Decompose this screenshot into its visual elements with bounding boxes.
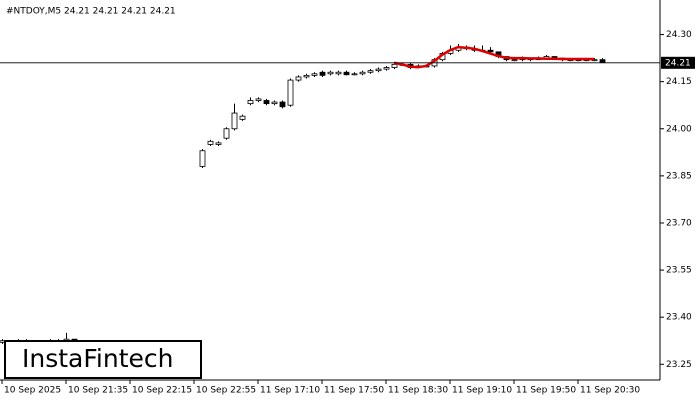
- candle-body: [287, 79, 294, 106]
- x-tick-label: 10 Sep 22:55: [196, 386, 256, 396]
- candle-body: [511, 59, 518, 62]
- y-tick-label: 24.00: [666, 124, 692, 134]
- x-tick-label: 11 Sep 18:30: [388, 386, 448, 396]
- candle-body: [271, 101, 278, 105]
- chart-title: #NTDOY,M5 24.21 24.21 24.21 24.21: [6, 7, 176, 17]
- candle-body: [343, 71, 350, 76]
- pattern-line: [393, 45, 594, 69]
- x-tick-label: 11 Sep 17:50: [324, 386, 384, 396]
- logo: InstaFintech: [22, 344, 174, 373]
- candle-body: [359, 71, 366, 75]
- candle-body: [239, 115, 246, 120]
- y-tick-label: 23.55: [666, 266, 692, 276]
- logo-box: [4, 340, 202, 379]
- candle-body: [303, 74, 310, 78]
- candle-body: [335, 71, 342, 75]
- x-tick-label: 11 Sep 19:10: [452, 386, 512, 396]
- candle-body: [247, 100, 254, 105]
- x-tick-label: 10 Sep 21:35: [68, 386, 128, 396]
- candle-body: [375, 68, 382, 72]
- candle-body: [391, 63, 398, 68]
- candle-body: [327, 71, 334, 75]
- candle-body: [319, 71, 326, 76]
- candle-body: [295, 76, 302, 81]
- x-tick-label: 11 Sep 19:50: [516, 386, 576, 396]
- y-tick-label: 24.15: [666, 77, 692, 87]
- candle-body: [279, 101, 286, 108]
- candle-body: [199, 150, 206, 167]
- y-tick-label: 23.70: [666, 218, 692, 228]
- candle-body: [311, 73, 318, 76]
- candle-body: [223, 128, 230, 139]
- candle-body: [215, 142, 222, 145]
- x-tick-label: 11 Sep 17:10: [260, 386, 320, 396]
- candle-body: [599, 59, 606, 63]
- candle-body: [255, 98, 262, 101]
- y-tick-label: 23.85: [666, 171, 692, 181]
- candle-body: [207, 140, 214, 145]
- candle-body: [487, 49, 494, 53]
- y-tick-label: 23.40: [666, 313, 692, 323]
- candle-body: [367, 70, 374, 73]
- x-tick-label: 11 Sep 20:30: [580, 386, 640, 396]
- y-tick-label: 24.30: [666, 30, 692, 40]
- candle-body: [231, 112, 238, 130]
- x-tick-label: 10 Sep 2025: [4, 386, 61, 396]
- candle-body: [351, 73, 358, 76]
- x-tick-label: 10 Sep 22:15: [132, 386, 192, 396]
- candle-body: [383, 67, 390, 70]
- y-tick-label: 23.25: [666, 360, 692, 370]
- price-box: [661, 56, 695, 69]
- candle-body: [263, 100, 270, 105]
- price-label: 24.21: [665, 58, 691, 68]
